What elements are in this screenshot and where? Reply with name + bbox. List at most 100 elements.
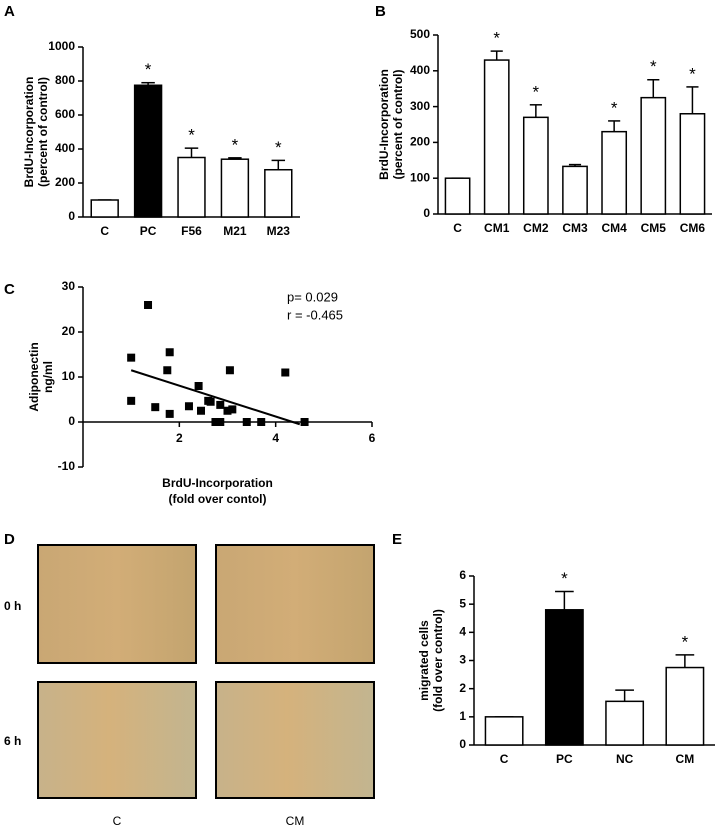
point xyxy=(165,409,174,418)
bar xyxy=(90,199,119,218)
micrograph xyxy=(37,681,197,799)
bar xyxy=(679,113,706,215)
x-tick-label: C xyxy=(100,224,109,238)
y-tick-label: 10 xyxy=(62,369,76,383)
significance-marker: * xyxy=(650,57,657,76)
y-tick-label: 300 xyxy=(410,99,430,113)
y-tick-label: 400 xyxy=(410,63,430,77)
y-tick-label: 3 xyxy=(459,653,466,667)
x-tick-label: 4 xyxy=(272,431,279,445)
significance-marker: * xyxy=(689,64,696,83)
point xyxy=(216,400,225,409)
x-tick-label: C xyxy=(453,221,462,235)
bar xyxy=(483,59,510,215)
x-tick-label: CM4 xyxy=(601,221,627,235)
panel-label: E xyxy=(392,531,402,548)
y-tick-label: 600 xyxy=(55,107,75,121)
micrograph xyxy=(215,544,375,664)
y-tick-label: 2 xyxy=(459,681,466,695)
x-tick-label: M23 xyxy=(267,224,291,238)
y-tick-label: 200 xyxy=(410,135,430,149)
bar xyxy=(484,716,524,746)
significance-marker: * xyxy=(232,135,239,154)
micrograph xyxy=(37,544,197,664)
x-tick-label: CM5 xyxy=(641,221,667,235)
y-tick-label: 0 xyxy=(68,209,75,223)
x-axis-label: BrdU-Incorporation xyxy=(162,476,273,490)
point xyxy=(184,402,193,411)
point xyxy=(211,418,220,426)
y-axis-label: migrated cells xyxy=(417,620,431,701)
x-tick-label: PC xyxy=(140,224,157,238)
point xyxy=(197,406,206,415)
bar xyxy=(544,609,584,746)
bar xyxy=(444,177,471,215)
bar xyxy=(605,700,645,746)
bar xyxy=(601,130,628,215)
annotation: p= 0.029 xyxy=(287,289,338,304)
x-tick-label: F56 xyxy=(181,224,202,238)
y-tick-label: 20 xyxy=(62,324,76,338)
y-tick-label: 400 xyxy=(55,141,75,155)
y-tick-label: 200 xyxy=(55,175,75,189)
bar xyxy=(665,666,705,746)
significance-marker: * xyxy=(493,29,500,48)
significance-marker: * xyxy=(611,98,618,117)
y-tick-label: 1 xyxy=(459,709,466,723)
significance-marker: * xyxy=(188,126,195,145)
point xyxy=(257,418,266,426)
x-tick-label: C xyxy=(500,752,509,766)
point xyxy=(223,406,232,415)
bar xyxy=(562,165,588,215)
point xyxy=(216,418,225,426)
column-label: C xyxy=(113,814,122,828)
point xyxy=(144,301,153,309)
x-tick-label: CM6 xyxy=(680,221,706,235)
y-axis-label: (percent of control) xyxy=(391,69,405,179)
bar xyxy=(177,156,206,218)
x-tick-label: CM1 xyxy=(484,221,510,235)
x-tick-label: NC xyxy=(616,752,634,766)
x-tick-label: M21 xyxy=(223,224,247,238)
y-tick-label: 0 xyxy=(68,414,75,428)
y-tick-label: -10 xyxy=(58,459,76,473)
y-axis-label: Adiponectin xyxy=(27,342,41,411)
point xyxy=(225,366,234,375)
point xyxy=(151,403,160,412)
row-label: 6 h xyxy=(4,734,21,748)
point xyxy=(228,405,237,414)
bar xyxy=(522,116,549,215)
x-tick-label: PC xyxy=(556,752,573,766)
significance-marker: * xyxy=(533,82,540,101)
y-tick-label: 100 xyxy=(410,170,430,184)
point xyxy=(127,353,136,362)
point xyxy=(194,382,203,390)
fit-line xyxy=(130,369,301,426)
point xyxy=(242,418,251,426)
y-axis-label: ng/ml xyxy=(41,361,55,393)
y-tick-label: 30 xyxy=(62,279,76,293)
point xyxy=(300,418,309,426)
significance-marker: * xyxy=(682,632,689,651)
column-label: CM xyxy=(286,814,305,828)
panel-label: A xyxy=(4,3,15,20)
x-tick-label: CM2 xyxy=(523,221,549,235)
point xyxy=(165,348,174,357)
y-tick-label: 0 xyxy=(459,737,466,751)
point xyxy=(281,368,290,377)
y-axis-label: (percent of control) xyxy=(36,77,50,187)
point xyxy=(206,397,215,406)
y-tick-label: 6 xyxy=(459,568,466,582)
y-tick-label: 5 xyxy=(459,596,466,610)
bar xyxy=(640,96,667,215)
x-tick-label: CM3 xyxy=(562,221,588,235)
bar xyxy=(133,84,163,218)
point xyxy=(163,366,172,375)
significance-marker: * xyxy=(145,60,152,79)
significance-marker: * xyxy=(561,569,568,588)
y-axis-label: BrdU-Incorporation xyxy=(22,77,36,188)
panel-label: B xyxy=(375,3,386,20)
row-label: 0 h xyxy=(4,599,21,613)
y-axis-label: BrdU-Incorporation xyxy=(377,69,391,180)
